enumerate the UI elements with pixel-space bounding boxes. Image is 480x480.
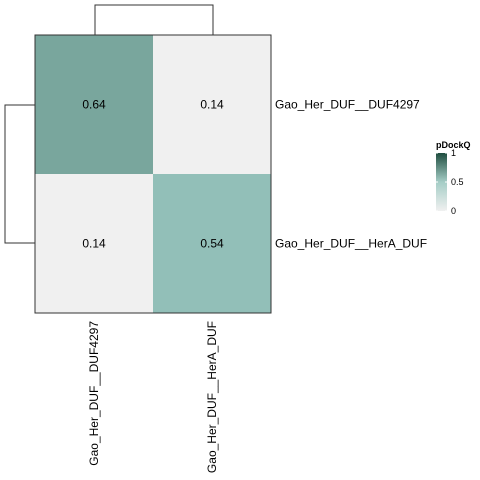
cell-value-label: 0.14 — [82, 237, 106, 251]
heatmap-cell — [35, 174, 153, 313]
row-labels: Gao_Her_DUF__DUF4297 Gao_Her_DUF__HerA_DU… — [275, 98, 427, 251]
row-label: Gao_Her_DUF__HerA_DUF — [275, 237, 427, 251]
heatmap-cells — [35, 35, 271, 313]
legend-tick-label: 0.5 — [451, 177, 464, 187]
legend-tick-label: 1 — [451, 148, 456, 158]
column-labels: Gao_Her_DUF__DUF4297 Gao_Her_DUF__HerA_DU… — [87, 321, 219, 473]
legend-tick-label: 0 — [451, 206, 456, 216]
cell-value-label: 0.14 — [200, 98, 224, 112]
column-label: Gao_Her_DUF__DUF4297 — [87, 321, 101, 466]
cell-value-label: 0.64 — [82, 98, 106, 112]
heatmap-cell — [35, 35, 153, 174]
legend-title: pDockQ — [436, 140, 471, 150]
color-legend: pDockQ 10.50 — [436, 140, 471, 216]
heatmap-cell — [153, 174, 271, 313]
row-label: Gao_Her_DUF__DUF4297 — [275, 98, 420, 112]
column-dendrogram — [94, 4, 214, 35]
heatmap-border — [34, 34, 272, 314]
heatmap-cell — [153, 35, 271, 174]
row-dendrogram — [4, 104, 35, 244]
heatmap-cell-labels: 0.64 0.14 0.14 0.54 — [82, 98, 224, 251]
cell-value-label: 0.54 — [200, 237, 224, 251]
column-label: Gao_Her_DUF__HerA_DUF — [205, 321, 219, 473]
legend-ticks: 10.50 — [436, 148, 464, 216]
legend-color-bar — [436, 153, 447, 211]
